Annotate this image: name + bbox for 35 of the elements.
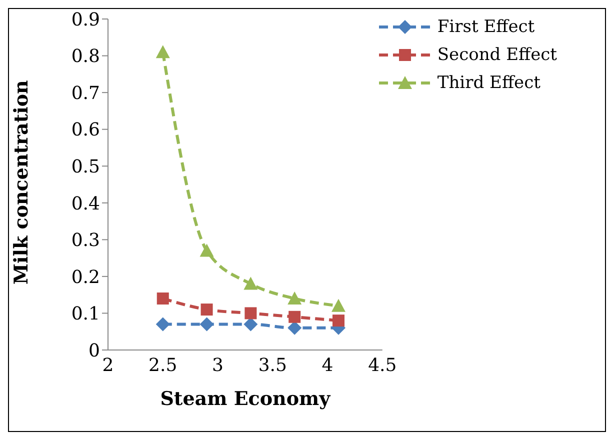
point	[288, 310, 301, 323]
point	[288, 320, 302, 335]
point	[156, 45, 170, 58]
y-tick-label: 0.3	[71, 230, 100, 252]
y-tick-label: 0	[88, 340, 100, 362]
point	[244, 307, 257, 320]
legend-label: First Effect	[437, 17, 535, 37]
x-tick-label: 4	[322, 354, 334, 376]
point	[200, 317, 214, 332]
point	[244, 317, 258, 332]
y-tick-label: 0.1	[71, 304, 100, 325]
point	[200, 304, 213, 316]
point	[156, 292, 169, 305]
x-tick-label: 3	[212, 354, 224, 376]
point	[200, 244, 214, 257]
y-tick-label: 0.6	[71, 120, 100, 141]
point	[331, 298, 346, 312]
y-tick-label: 0.9	[71, 9, 100, 30]
point	[244, 276, 258, 290]
x-axis-title: Steam Economy	[160, 388, 332, 410]
y-tick-label: 0.7	[71, 82, 100, 104]
legend-label: Third Effect	[437, 73, 540, 93]
x-tick-label: 2.5	[148, 354, 178, 376]
x-tick-label: 3.5	[258, 354, 287, 376]
point	[332, 314, 344, 327]
y-tick-label: 0.5	[71, 156, 100, 178]
point	[156, 317, 170, 332]
y-tick-label: 0.8	[71, 46, 100, 68]
legend-label: Second Effect	[437, 45, 557, 65]
y-tick-label: 0.2	[71, 266, 100, 288]
point	[288, 292, 302, 305]
x-tick-label: 4.5	[368, 354, 397, 376]
y-axis-title: Milk concentration	[10, 80, 33, 284]
y-tick-label: 0.4	[71, 193, 100, 214]
x-tick-label: 2	[102, 354, 114, 376]
